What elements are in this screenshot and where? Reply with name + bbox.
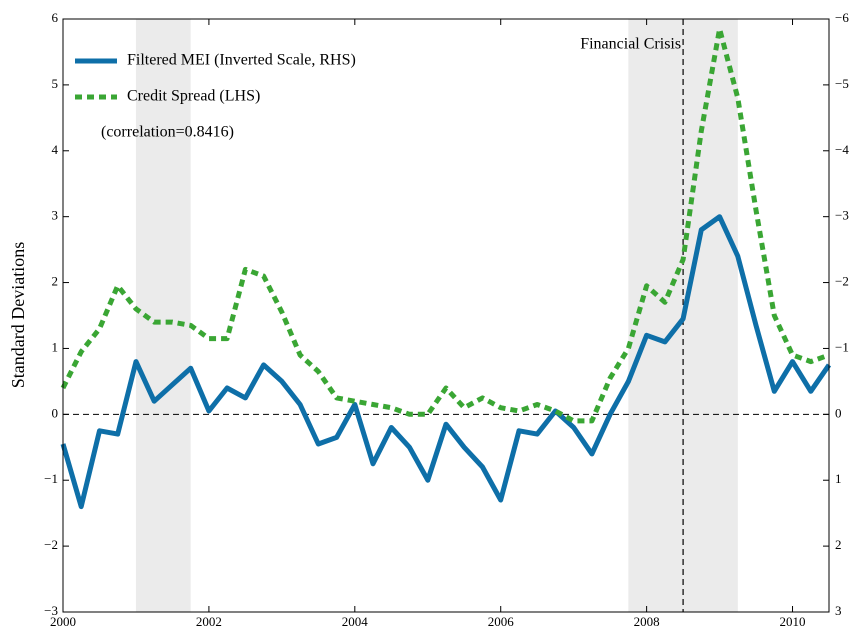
x-tick-label: 2000 <box>50 614 76 629</box>
y2-tick-label: −5 <box>835 76 849 91</box>
legend-label: Filtered MEI (Inverted Scale, RHS) <box>127 52 356 69</box>
x-tick-label: 2008 <box>634 614 660 629</box>
y2-tick-label: −1 <box>835 339 849 354</box>
x-tick-label: 2006 <box>488 614 515 629</box>
y2-tick-label: −4 <box>835 142 849 157</box>
y-tick-label: 1 <box>52 339 59 354</box>
y-tick-label: −1 <box>44 471 58 486</box>
y-tick-label: −2 <box>44 537 58 552</box>
y-tick-label: −3 <box>44 603 58 618</box>
y2-tick-label: 1 <box>835 471 842 486</box>
x-tick-label: 2010 <box>780 614 806 629</box>
y2-tick-label: 0 <box>835 405 842 420</box>
y-tick-label: 6 <box>52 10 59 25</box>
y2-tick-label: −3 <box>835 208 849 223</box>
y-tick-label: 0 <box>52 405 59 420</box>
y-tick-label: 2 <box>52 274 59 289</box>
crisis-label: Financial Crisis <box>580 36 681 53</box>
y2-tick-label: −2 <box>835 274 849 289</box>
plot-frame <box>62 18 830 613</box>
y-tick-label: 3 <box>52 208 59 223</box>
series-line <box>60 26 830 424</box>
y-tick-label: 5 <box>52 76 59 91</box>
y2-tick-label: 2 <box>835 537 842 552</box>
y2-tick-label: 3 <box>835 603 842 618</box>
series-line <box>60 214 832 510</box>
y2-tick-label: −6 <box>835 10 849 25</box>
annotation: (correlation=0.8416) <box>101 124 234 141</box>
y-axis-label: Standard Deviations <box>8 242 28 388</box>
y-tick-label: 4 <box>52 142 59 157</box>
x-tick-label: 2002 <box>196 614 222 629</box>
legend-label: Credit Spread (LHS) <box>127 88 260 105</box>
x-tick-label: 2004 <box>342 614 369 629</box>
